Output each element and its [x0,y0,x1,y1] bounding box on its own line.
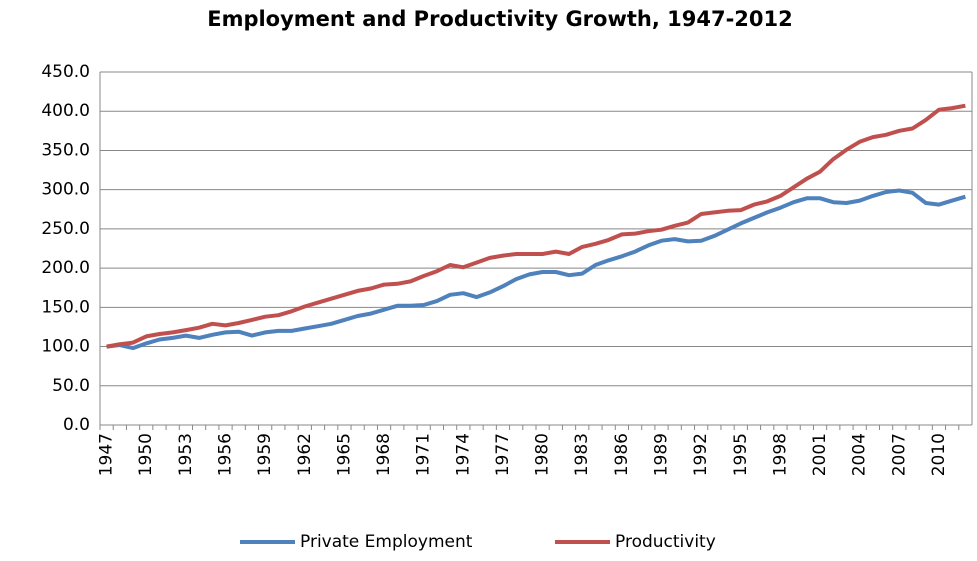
x-tick-label: 1986 [612,433,632,476]
x-tick-label: 2007 [889,433,909,476]
x-tick-label: 1950 [136,433,156,476]
x-tick-label: 1998 [770,433,790,476]
y-tick-label: 200.0 [41,258,90,278]
x-tick-label: 1992 [691,433,711,476]
legend-label: Productivity [615,532,716,552]
x-tick-label: 1962 [295,433,315,476]
x-tick-label: 1974 [453,433,473,476]
x-tick-label: 1956 [216,433,236,476]
x-tick-label: 1980 [533,433,553,476]
y-tick-label: 350.0 [41,140,90,160]
legend-label: Private Employment [300,532,473,552]
y-tick-label: 400.0 [41,101,90,121]
x-tick-label: 1968 [374,433,394,476]
x-tick-label: 2010 [929,433,949,476]
x-tick-label: 1989 [652,433,672,476]
y-tick-label: 300.0 [41,180,90,200]
y-tick-label: 50.0 [52,376,90,396]
x-tick-label: 1965 [334,433,354,476]
y-tick-label: 0.0 [63,415,90,435]
y-tick-label: 100.0 [41,337,90,357]
series-line [106,188,966,351]
x-tick-label: 1947 [97,433,117,476]
x-tick-label: 1971 [414,433,434,476]
x-tick-label: 2004 [850,433,870,476]
x-tick-label: 1995 [731,433,751,476]
x-tick-label: 1959 [255,433,275,476]
x-tick-label: 2001 [810,433,830,476]
y-tick-label: 450.0 [41,62,90,82]
x-tick-label: 1977 [493,433,513,476]
x-tick-label: 1953 [176,433,196,476]
series-line [106,103,966,349]
chart-title: Employment and Productivity Growth, 1947… [207,7,793,31]
x-tick-label: 1983 [572,433,592,476]
y-tick-label: 250.0 [41,219,90,239]
y-tick-label: 150.0 [41,297,90,317]
